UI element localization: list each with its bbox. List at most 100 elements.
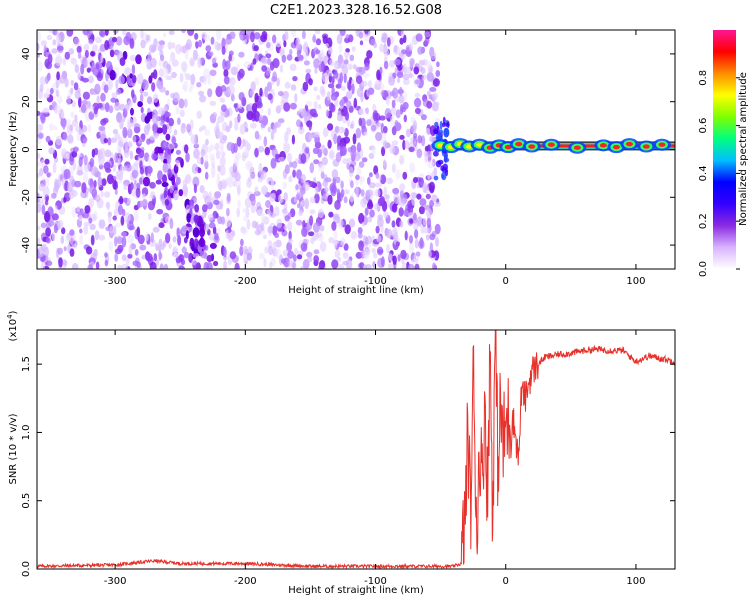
noise-cell — [274, 248, 281, 259]
noise-cell — [242, 207, 250, 213]
noise-cell — [434, 223, 441, 235]
noise-cell — [424, 145, 429, 152]
noise-cell — [346, 119, 351, 127]
noise-cell — [97, 176, 103, 188]
noise-cell — [223, 246, 227, 258]
noise-cell — [81, 77, 89, 83]
noise-cell — [227, 232, 233, 242]
noise-cell — [414, 79, 420, 85]
noise-cell — [84, 205, 91, 214]
noise-cell — [161, 67, 169, 79]
noise-cell — [164, 186, 168, 194]
noise-cell — [331, 169, 339, 179]
signal-blob-core — [599, 143, 607, 148]
noise-cell — [115, 79, 119, 90]
noise-cell — [45, 260, 53, 267]
noise-cell — [51, 48, 58, 54]
noise-cell — [113, 208, 119, 217]
noise-cell — [114, 101, 121, 111]
snr-x-tick-label: -300 — [104, 576, 127, 587]
noise-cell — [236, 207, 240, 218]
noise-cell — [353, 97, 358, 109]
noise-cell — [351, 79, 355, 85]
noise-cell — [204, 129, 210, 137]
noise-cell — [188, 199, 195, 206]
noise-cell — [422, 218, 427, 226]
noise-cell — [383, 140, 388, 150]
figure-title: C2E1.2023.328.16.52.G08 — [270, 3, 442, 18]
noise-cell — [319, 241, 327, 252]
noise-cell — [254, 77, 260, 86]
noise-cell — [137, 200, 141, 209]
noise-cell — [89, 157, 95, 167]
noise-cell — [140, 106, 144, 114]
noise-cell — [119, 118, 124, 130]
noise-cell — [342, 252, 349, 259]
noise-cell — [190, 217, 195, 224]
noise-cell — [194, 41, 199, 48]
noise-cell — [357, 232, 363, 239]
noise-cell — [260, 222, 265, 232]
noise-cell — [157, 44, 163, 52]
noise-cell — [131, 74, 137, 84]
spectrogram-y-tick-label: 0 — [21, 146, 32, 152]
noise-cell — [169, 57, 174, 64]
noise-cell — [57, 220, 64, 230]
noise-cell — [159, 263, 164, 269]
noise-cell — [433, 101, 440, 107]
noise-cell — [308, 78, 313, 86]
snr-multiplier-close: ) — [8, 310, 19, 314]
noise-cell — [136, 226, 141, 238]
noise-cell — [267, 225, 274, 234]
noise-cell — [422, 182, 428, 194]
noise-cell — [343, 243, 349, 251]
noise-cell — [283, 192, 288, 202]
noise-cell — [162, 124, 168, 135]
noise-cell — [205, 138, 209, 146]
noise-cell — [278, 193, 284, 203]
noise-cell — [314, 193, 320, 204]
noise-cell — [226, 207, 230, 217]
noise-cell — [56, 33, 62, 45]
noise-cell — [198, 90, 205, 96]
noise-cell — [176, 227, 180, 239]
noise-cell — [367, 31, 372, 37]
noise-cell — [260, 108, 264, 114]
noise-cell — [57, 247, 63, 255]
noise-cell — [275, 239, 282, 248]
noise-cell — [219, 97, 226, 103]
noise-cell — [312, 34, 316, 43]
noise-cell — [104, 252, 108, 258]
noise-cell — [127, 234, 135, 244]
noise-cell — [93, 180, 97, 188]
noise-cell — [259, 87, 263, 97]
noise-cell — [44, 200, 49, 206]
transition-cell — [433, 128, 438, 135]
noise-cell — [155, 259, 160, 267]
noise-cell — [166, 154, 172, 165]
noise-cell — [205, 45, 212, 52]
noise-cell — [76, 45, 82, 54]
noise-cell — [208, 191, 212, 203]
noise-cell — [238, 92, 245, 101]
noise-cell — [199, 223, 206, 233]
noise-cell — [344, 224, 351, 235]
noise-cell — [170, 92, 175, 99]
noise-cell — [127, 119, 132, 131]
noise-cell — [181, 30, 186, 34]
noise-cell — [339, 30, 346, 37]
noise-cell — [109, 49, 115, 58]
snr-x-tick-label: -200 — [234, 576, 257, 587]
noise-cell — [90, 165, 98, 176]
noise-cell — [98, 125, 106, 131]
noise-cell — [135, 54, 142, 65]
noise-cell — [322, 35, 328, 45]
noise-cell — [275, 153, 280, 159]
noise-cell — [88, 30, 93, 36]
noise-cell — [325, 109, 330, 118]
noise-cell — [366, 235, 372, 245]
noise-cell — [163, 263, 169, 269]
noise-cell — [110, 137, 118, 143]
noise-cell — [66, 30, 74, 37]
noise-cell — [379, 66, 383, 75]
